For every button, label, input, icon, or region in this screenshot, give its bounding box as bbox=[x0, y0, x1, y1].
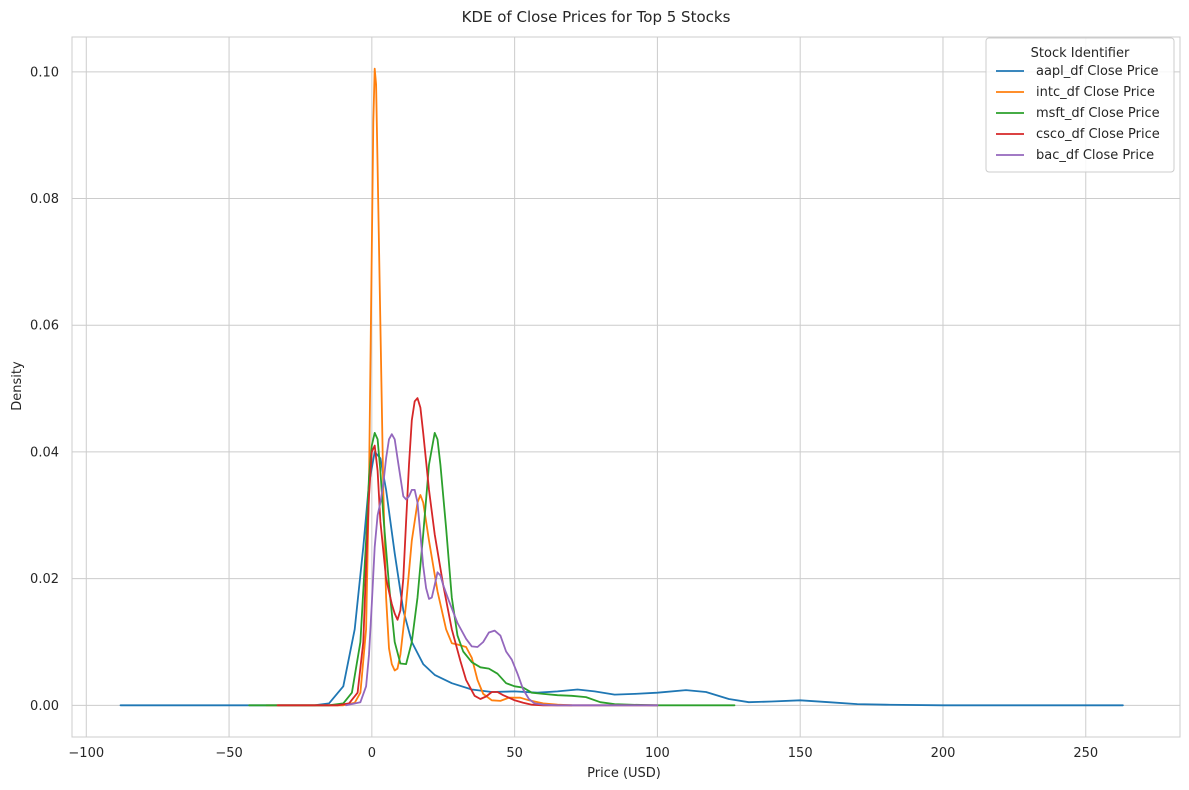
y-tick-label: 0.08 bbox=[30, 192, 59, 207]
legend-label: aapl_df Close Price bbox=[1036, 64, 1159, 79]
chart-title: KDE of Close Prices for Top 5 Stocks bbox=[462, 8, 731, 26]
y-tick-label: 0.00 bbox=[30, 699, 59, 714]
y-tick-label: 0.10 bbox=[30, 65, 59, 80]
legend-title: Stock Identifier bbox=[1031, 46, 1130, 61]
legend-label: msft_df Close Price bbox=[1036, 106, 1160, 121]
y-axis-title: Density bbox=[10, 361, 25, 411]
legend-label: intc_df Close Price bbox=[1036, 85, 1155, 100]
x-tick-label: 50 bbox=[506, 746, 523, 761]
legend-label: csco_df Close Price bbox=[1036, 127, 1160, 142]
legend: Stock Identifier aapl_df Close Price intc… bbox=[985, 37, 1175, 173]
x-tick-label: 250 bbox=[1073, 746, 1098, 761]
y-tick-label: 0.06 bbox=[30, 319, 59, 334]
y-tick-label: 0.04 bbox=[30, 445, 59, 460]
legend-entries: aapl_df Close Price intc_df Close Price ms… bbox=[996, 64, 1160, 163]
x-tick-label: 150 bbox=[788, 746, 813, 761]
legend-label: bac_df Close Price bbox=[1036, 148, 1154, 163]
series-line-msft bbox=[248, 432, 736, 707]
plot-frame bbox=[71, 36, 1181, 738]
x-tick-label: 0 bbox=[368, 746, 376, 761]
tick-layer: −100 −50 0 50 100 150 200 250 0.00 0.02 0.04 0.06 0.… bbox=[30, 65, 1098, 761]
x-tick-label: −100 bbox=[68, 746, 104, 761]
x-tick-label: 100 bbox=[645, 746, 670, 761]
x-axis-title: Price (USD) bbox=[587, 766, 661, 781]
x-tick-label: 200 bbox=[931, 746, 956, 761]
series-line-bac bbox=[345, 433, 659, 707]
x-tick-label: −50 bbox=[215, 746, 242, 761]
series-layer bbox=[119, 67, 1124, 707]
series-line-intc bbox=[265, 67, 573, 707]
series-line-csco bbox=[276, 397, 659, 707]
legend-box bbox=[985, 37, 1175, 173]
y-tick-label: 0.02 bbox=[30, 572, 59, 587]
